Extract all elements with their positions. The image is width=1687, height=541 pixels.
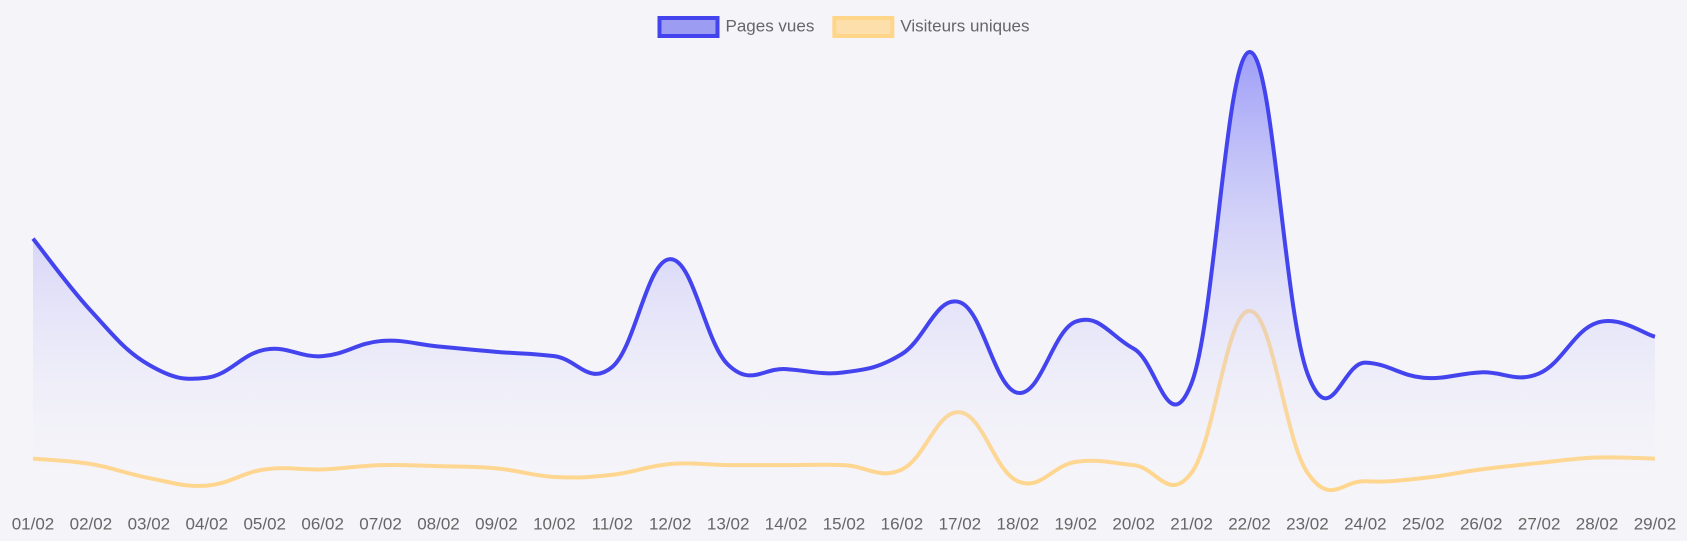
x-tick-label: 27/02	[1518, 514, 1561, 533]
x-tick-label: 17/02	[939, 514, 982, 533]
x-tick-label: 19/02	[1054, 514, 1097, 533]
x-tick-label: 02/02	[70, 514, 113, 533]
x-tick-label: 24/02	[1344, 514, 1387, 533]
x-tick-label: 15/02	[823, 514, 866, 533]
x-tick-label: 25/02	[1402, 514, 1445, 533]
x-tick-label: 23/02	[1286, 514, 1329, 533]
legend: Pages vues Visiteurs uniques	[657, 16, 1030, 38]
x-tick-label: 09/02	[475, 514, 518, 533]
x-tick-label: 11/02	[592, 514, 633, 533]
legend-label: Pages vues	[726, 16, 815, 35]
x-tick-label: 20/02	[1112, 514, 1155, 533]
x-tick-label: 01/02	[12, 514, 55, 533]
x-tick-label: 07/02	[359, 514, 402, 533]
legend-swatch	[657, 16, 720, 38]
line	[31, 50, 1656, 407]
x-tick-label: 18/02	[997, 514, 1040, 533]
legend-label: Visiteurs uniques	[900, 16, 1029, 35]
x-tick-label: 22/02	[1228, 514, 1271, 533]
x-tick-label: 08/02	[417, 514, 460, 533]
x-tick-label: 26/02	[1460, 514, 1503, 533]
area	[33, 51, 1655, 506]
x-tick-label: 29/02	[1634, 514, 1677, 533]
x-tick-label: 10/02	[533, 514, 576, 533]
x-tick-label: 13/02	[707, 514, 750, 533]
x-tick-label: 06/02	[301, 514, 344, 533]
x-tick-label: 03/02	[128, 514, 171, 533]
x-tick-label: 14/02	[765, 514, 808, 533]
x-tick-label: 04/02	[186, 514, 229, 533]
x-tick-label: 05/02	[243, 514, 286, 533]
x-tick-label: 16/02	[881, 514, 924, 533]
legend-swatch	[832, 16, 895, 38]
x-tick-label: 21/02	[1170, 514, 1213, 533]
x-tick-label: 12/02	[649, 514, 692, 533]
x-tick-label: 28/02	[1576, 514, 1619, 533]
